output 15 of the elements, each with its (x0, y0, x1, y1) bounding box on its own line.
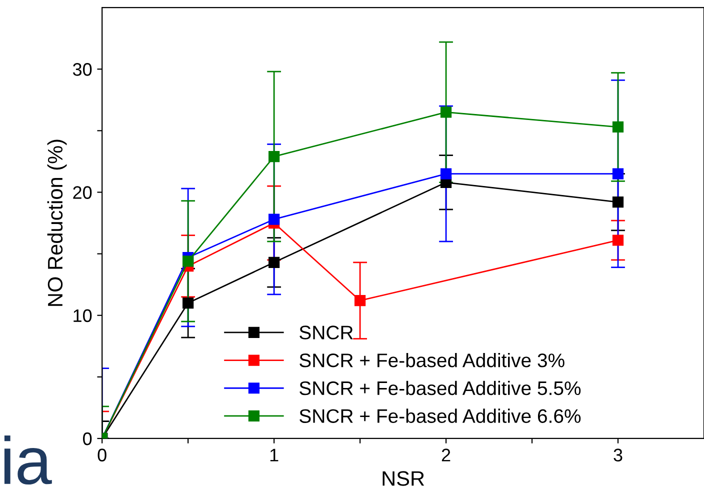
text: ia (4, 436, 52, 484)
legend-label: SNCR + Fe-based Additive 6.6% (300, 408, 581, 423)
legend-label: SNCR (300, 326, 353, 340)
y-tick-label: 10 (74, 309, 92, 322)
y-tick-label: 0 (83, 432, 92, 446)
legend-label: SNCR + Fe-based Additive 5.5% (300, 380, 581, 396)
x-axis-title: NSR (382, 471, 424, 486)
x-tick-label: 0 (98, 448, 106, 462)
y-axis-title: NO Reduction (%) (47, 140, 67, 306)
legend-label: SNCR + Fe-based Additive 3% (300, 352, 564, 368)
y-tick-label: 30 (72, 63, 92, 76)
y-tick-label: 20 (73, 186, 92, 199)
x-tick-label: 3 (614, 448, 622, 462)
x-tick-label: 1 (270, 448, 278, 462)
x-tick-label: 2 (442, 448, 450, 462)
